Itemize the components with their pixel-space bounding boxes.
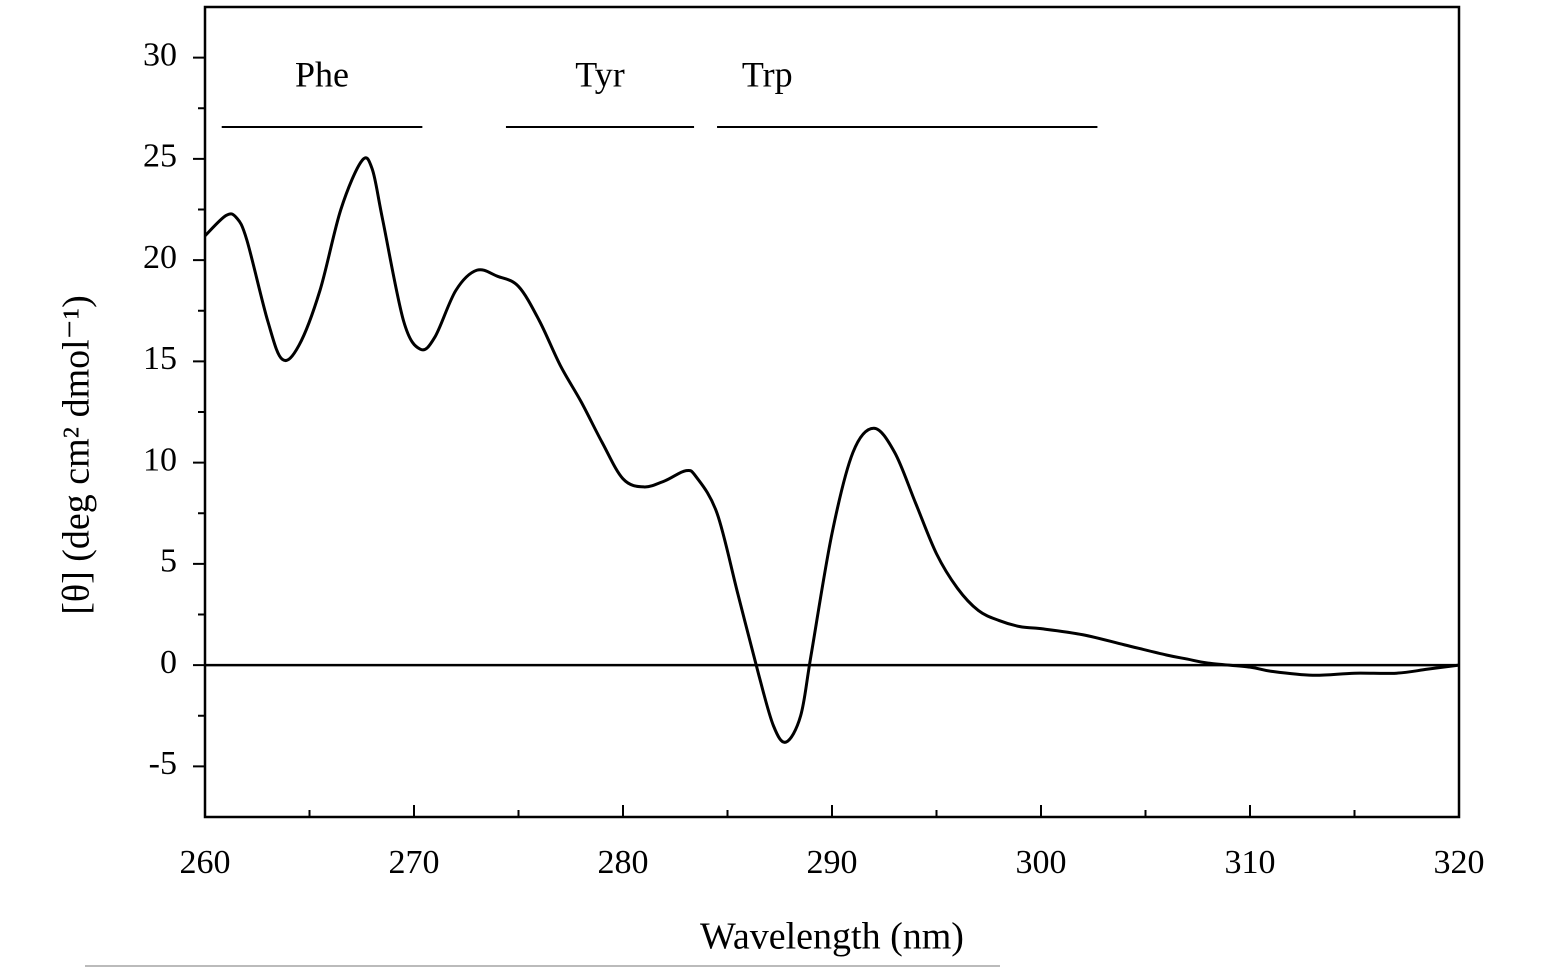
x-tick-label: 260 xyxy=(180,844,231,881)
x-tick-label: 280 xyxy=(598,844,649,881)
y-tick-label: 5 xyxy=(160,543,177,580)
y-tick-label: 25 xyxy=(143,138,177,175)
x-tick-label: 300 xyxy=(1016,844,1067,881)
cd-curve xyxy=(203,156,1460,744)
plot-frame xyxy=(203,5,1461,819)
y-tick-label: 15 xyxy=(143,340,177,377)
y-tick-label: 10 xyxy=(143,441,177,478)
region-label: Phe xyxy=(295,54,349,94)
x-tick-label: 270 xyxy=(389,844,440,881)
x-tick-label: 320 xyxy=(1434,844,1485,881)
y-tick-label: 30 xyxy=(143,36,177,73)
x-tick-label: 290 xyxy=(807,844,858,881)
x-tick-label: 310 xyxy=(1225,844,1276,881)
y-tick-label: 20 xyxy=(143,239,177,276)
region-label: Tyr xyxy=(575,54,624,94)
y-tick-label: 0 xyxy=(160,644,177,681)
x-axis-title: Wavelength (nm) xyxy=(700,916,964,958)
y-axis-title: [θ] (deg cm² dmol⁻¹) xyxy=(56,295,98,615)
y-tick-label: -5 xyxy=(149,745,177,782)
region-label: Trp xyxy=(742,54,793,94)
